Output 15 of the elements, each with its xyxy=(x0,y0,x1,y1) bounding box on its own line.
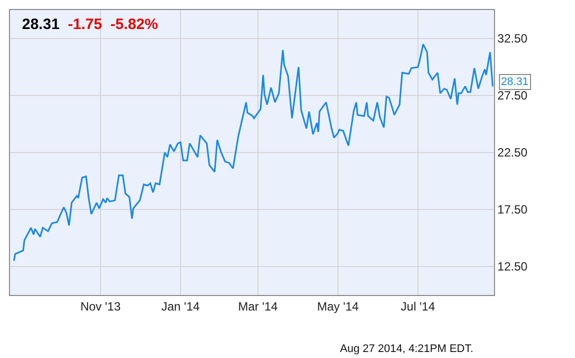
chart-title: 28.31 xyxy=(22,16,60,33)
x-tick-label: Jul '14 xyxy=(400,299,436,314)
annotation: 28.31 xyxy=(501,76,529,88)
x-tick-label: May '14 xyxy=(317,299,360,314)
line-series xyxy=(13,43,494,262)
x-tick-label: Nov '13 xyxy=(80,299,121,314)
y-tick-label: 27.50 xyxy=(497,88,528,103)
text: Aug 27 2014, 4:21PM EDT. xyxy=(340,343,474,355)
chart-subtitle: -1.75 -5.82% xyxy=(68,16,158,33)
x-tick-label: Mar '14 xyxy=(238,299,278,314)
y-tick-label: 32.50 xyxy=(497,32,528,46)
y-tick-label: 12.50 xyxy=(497,260,528,274)
y-tick-label: 17.50 xyxy=(497,202,528,217)
y-tick-label: 22.50 xyxy=(497,146,528,160)
x-tick-label: Jan '14 xyxy=(161,299,200,314)
